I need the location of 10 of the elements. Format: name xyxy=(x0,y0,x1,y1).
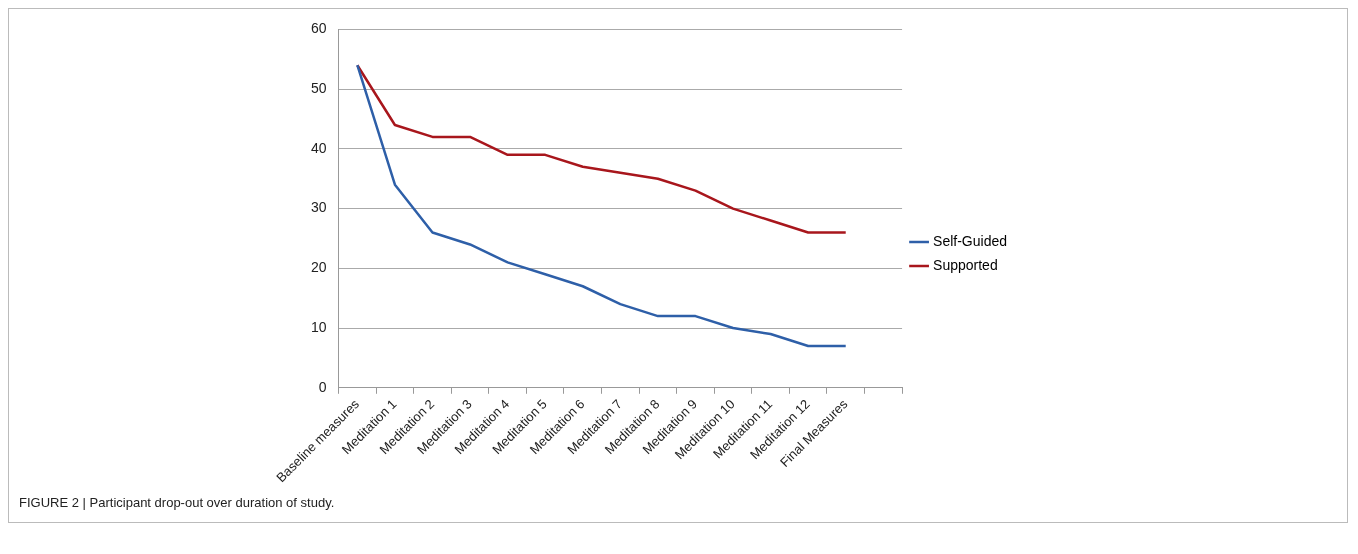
y-tick-label: 10 xyxy=(310,318,327,335)
y-tick-label: 30 xyxy=(310,199,327,216)
y-tick-label: 60 xyxy=(310,20,327,37)
legend-label: Supported xyxy=(933,256,998,273)
caption: FIGURE 2 | Participant drop-out over duration of study. xyxy=(18,494,336,512)
y-tick-label: 0 xyxy=(318,378,327,395)
y-tick-label: 40 xyxy=(310,139,327,156)
y-tick-label: 20 xyxy=(310,259,327,276)
y-tick-label: 50 xyxy=(310,79,327,96)
legend-label: Self-Guided xyxy=(933,232,1008,249)
